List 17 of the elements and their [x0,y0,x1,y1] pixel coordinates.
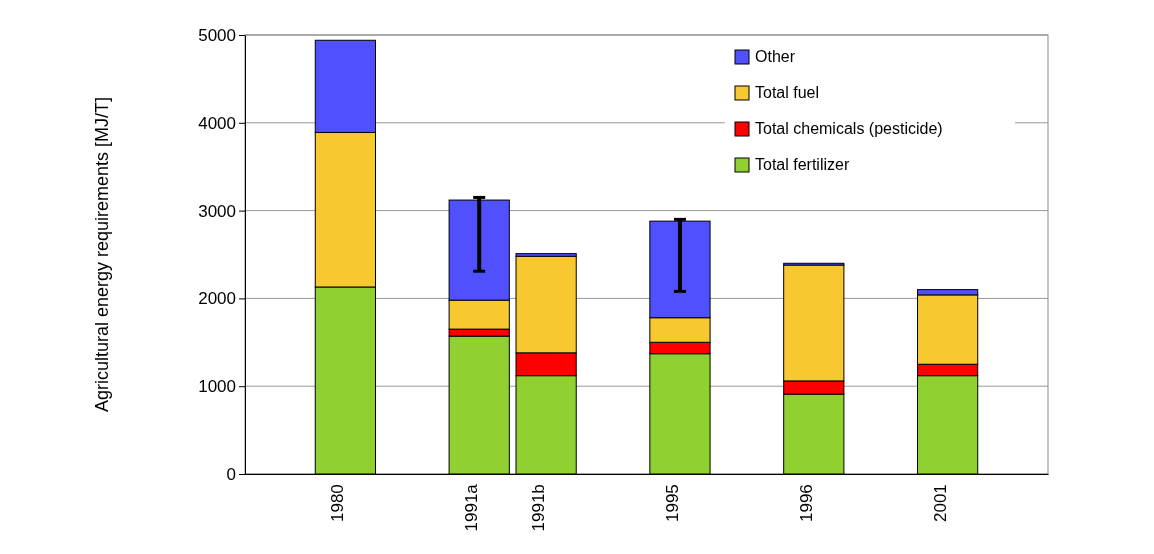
y-tick-label: 5000 [198,25,236,45]
x-tick-label: 1996 [796,484,816,523]
x-tick-label: 1980 [328,484,348,523]
legend-label: Total chemicals (pesticide) [755,120,943,137]
x-tick-label: 1991a [462,483,482,532]
y-tick-label: 4000 [198,113,236,133]
x-tick-label: 2001 [930,484,950,523]
x-tick-label: 1995 [662,484,682,523]
legend-label: Total fertilizer [755,156,850,173]
y-axis-title: Agricultural energy requirements [MJ/T] [92,96,112,413]
y-tick-label: 3000 [198,201,236,221]
x-tick-label: 1991b [529,484,549,532]
y-tick-label: 2000 [198,289,236,309]
y-tick-label: 0 [226,464,236,484]
legend-label: Total fuel [755,84,820,101]
y-tick-label: 1000 [198,377,236,397]
legend-label: Other [755,48,796,65]
